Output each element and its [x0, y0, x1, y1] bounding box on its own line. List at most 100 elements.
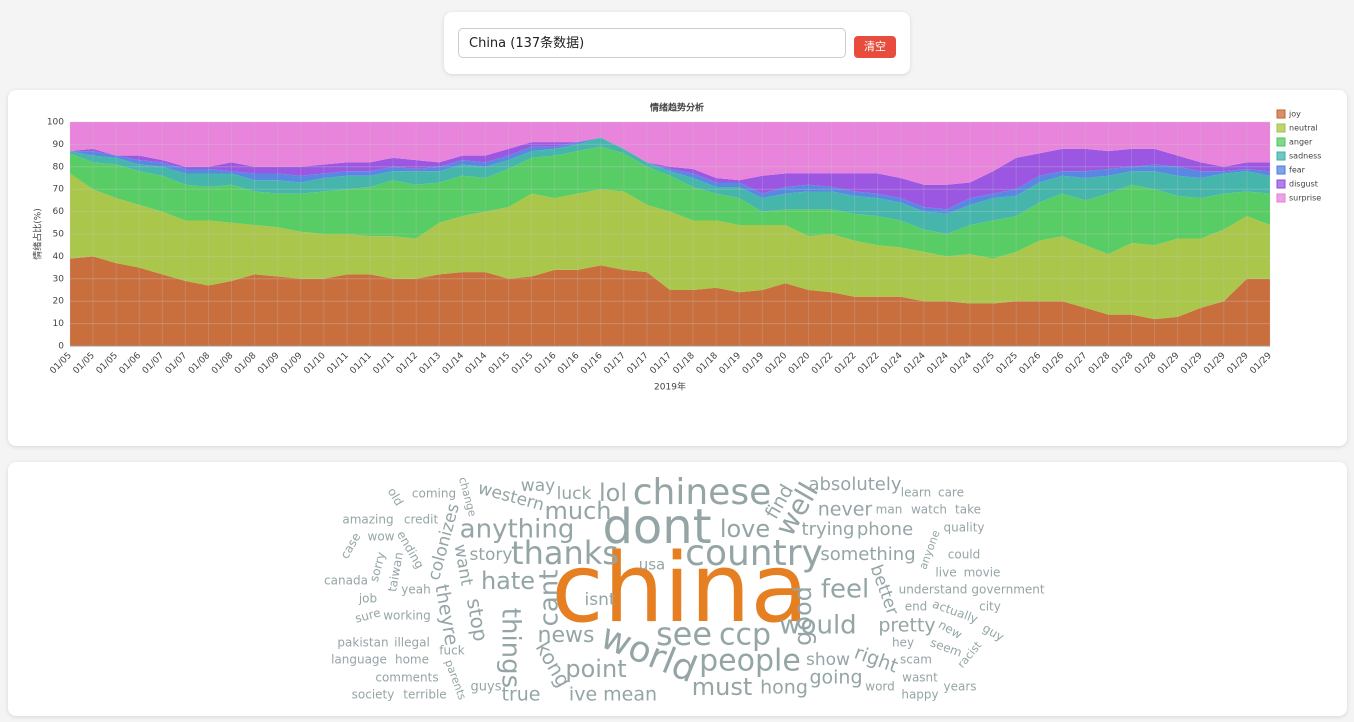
cloud-word: coming: [412, 487, 456, 501]
x-tick-label: 01/09: [256, 351, 282, 377]
cloud-word: language: [331, 653, 387, 667]
y-tick-label: 100: [47, 118, 64, 128]
y-tick-label: 40: [53, 252, 65, 262]
cloud-word: old: [385, 485, 406, 508]
cloud-word: illegal: [394, 636, 430, 650]
x-tick-label: 01/27: [1064, 351, 1089, 376]
x-tick-label: 01/05: [48, 351, 73, 376]
cloud-word: china: [551, 534, 808, 644]
cloud-word: wow: [368, 530, 395, 544]
cloud-word: stop: [462, 596, 493, 643]
area: [70, 122, 1270, 185]
x-tick-label: 01/25: [995, 351, 1020, 376]
x-tick-label: 01/07: [141, 351, 166, 376]
y-tick-label: 30: [53, 274, 65, 284]
legend-label: anger: [1289, 138, 1313, 147]
x-tick-label: 01/29: [1179, 351, 1205, 377]
cloud-word: happy: [901, 688, 938, 702]
cloud-word: canada: [324, 574, 368, 588]
x-tick-label: 01/06: [118, 351, 144, 377]
cloud-word: ccp: [719, 618, 771, 653]
search-input[interactable]: China (137条数据): [458, 28, 846, 58]
cloud-word: hong: [760, 677, 808, 699]
cloud-word: society: [352, 688, 395, 702]
cloud-word: understand: [899, 583, 968, 597]
cloud-word: news: [538, 623, 595, 648]
area: [70, 173, 1270, 320]
cloud-word: show: [806, 650, 850, 670]
cloud-word: going: [809, 667, 862, 689]
cloud-word: actually: [931, 597, 980, 626]
cloud-word: government: [971, 583, 1044, 597]
cloud-word: sure: [354, 605, 383, 625]
x-tick-label: 01/13: [418, 351, 443, 376]
x-tick-label: 01/29: [1202, 351, 1228, 377]
clear-button[interactable]: 清空: [854, 36, 896, 58]
cloud-word: something: [820, 544, 915, 565]
legend-swatch: [1276, 179, 1286, 189]
x-tick-label: 01/20: [787, 351, 813, 377]
legend-swatch: [1276, 109, 1286, 119]
y-tick-label: 70: [53, 185, 65, 195]
x-tick-label: 01/15: [510, 351, 535, 376]
cloud-word: story: [470, 545, 513, 565]
x-tick-label: 01/05: [72, 351, 97, 376]
cloud-word: theyre: [430, 583, 462, 647]
x-tick-label: 01/28: [1133, 351, 1159, 377]
cloud-word: movie: [964, 566, 1001, 580]
y-tick-label: 60: [53, 207, 65, 217]
x-tick-label: 01/24: [879, 351, 905, 377]
cloud-word: never: [818, 499, 873, 521]
y-tick-label: 50: [53, 230, 65, 240]
x-tick-label: 01/16: [533, 351, 559, 377]
cloud-word: terrible: [403, 688, 446, 702]
legend-swatch: [1276, 151, 1286, 161]
cloud-word: ive mean: [569, 684, 657, 706]
y-axis-label: 情绪占比(%): [32, 208, 44, 260]
area: [70, 146, 1270, 259]
x-tick-label: 01/10: [302, 351, 328, 377]
cloud-word: lol: [599, 479, 627, 507]
x-tick-label: 01/18: [695, 351, 721, 377]
cloud-word: country: [685, 533, 823, 574]
cloud-word: taiwan: [385, 551, 406, 593]
x-tick-label: 01/19: [718, 351, 744, 377]
cloud-word: amazing: [342, 513, 393, 527]
x-tick-label: 01/29: [1156, 351, 1182, 377]
x-tick-label: 01/24: [925, 351, 951, 377]
x-tick-label: 01/11: [325, 351, 350, 376]
legend-swatch: [1276, 123, 1286, 133]
legend-label: disgust: [1289, 180, 1318, 189]
cloud-word: pretty: [878, 615, 935, 637]
x-tick-label: 01/26: [1018, 351, 1044, 377]
cloud-word: dont: [602, 499, 711, 555]
cloud-word: quality: [943, 521, 984, 535]
cloud-word: fuck: [439, 644, 464, 658]
x-tick-label: 01/17: [602, 351, 627, 376]
cloud-word: city: [979, 600, 1001, 614]
legend-label: fear: [1289, 166, 1306, 175]
y-tick-label: 20: [53, 297, 65, 307]
chart-title: 情绪趋势分析: [649, 102, 704, 114]
cloud-word: way: [521, 476, 555, 496]
x-tick-label: 01/16: [579, 351, 605, 377]
x-tick-label: 01/25: [972, 351, 997, 376]
x-tick-label: 01/08: [210, 351, 236, 377]
x-tick-label: 01/22: [833, 351, 858, 376]
x-tick-label: 01/18: [672, 351, 698, 377]
y-tick-label: 0: [58, 342, 64, 352]
cloud-word: guy: [980, 621, 1006, 644]
cloud-card: [8, 462, 1347, 716]
cloud-word: case: [338, 530, 364, 561]
x-tick-label: 01/22: [856, 351, 881, 376]
cloud-word: must: [692, 673, 753, 701]
cloud-word: good: [789, 586, 817, 646]
x-tick-label: 01/22: [810, 351, 835, 376]
x-tick-label: 01/14: [441, 351, 467, 377]
x-tick-label: 01/17: [648, 351, 673, 376]
cloud-word: could: [948, 548, 981, 562]
y-tick-label: 90: [53, 140, 65, 150]
cloud-word: would: [779, 611, 856, 641]
x-tick-label: 01/29: [1248, 351, 1274, 377]
